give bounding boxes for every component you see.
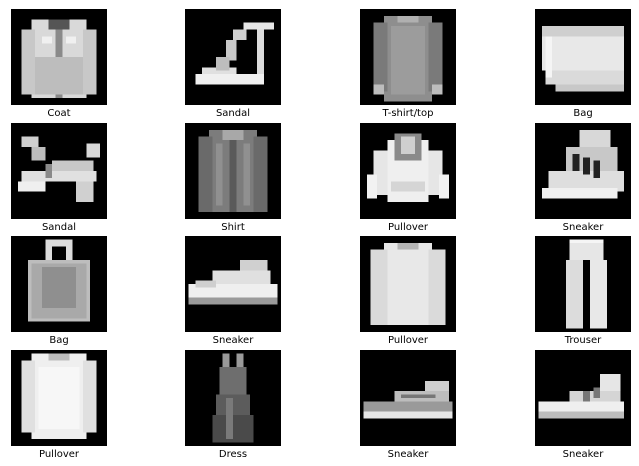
image-cell: Bag bbox=[535, 9, 631, 120]
image-label: Pullover bbox=[387, 335, 429, 346]
image-label: Shirt bbox=[221, 222, 245, 233]
sneaker-icon bbox=[535, 123, 631, 219]
image-cell: Pullover bbox=[360, 236, 456, 347]
sneaker-icon bbox=[360, 350, 456, 446]
coat-icon bbox=[11, 9, 107, 105]
image-label: Pullover bbox=[38, 449, 80, 460]
shirt-icon bbox=[185, 123, 281, 219]
image-label: Sandal bbox=[41, 222, 77, 233]
image-cell: Bag bbox=[11, 236, 107, 347]
image-cell: Shirt bbox=[185, 123, 281, 234]
tshirt-icon bbox=[360, 9, 456, 105]
image-label: Sandal bbox=[215, 108, 251, 119]
sneaker-icon bbox=[535, 350, 631, 446]
image-label: Pullover bbox=[387, 222, 429, 233]
image-cell: Trouser bbox=[535, 236, 631, 347]
image-label: Coat bbox=[47, 108, 71, 119]
image-cell: Sneaker bbox=[535, 123, 631, 234]
dress-icon bbox=[185, 350, 281, 446]
image-cell: Sneaker bbox=[185, 236, 281, 347]
image-cell: Sandal bbox=[185, 9, 281, 120]
image-label: T-shirt/top bbox=[382, 108, 434, 119]
image-cell: T-shirt/top bbox=[360, 9, 456, 120]
image-label: Sneaker bbox=[212, 335, 254, 346]
pullover-icon bbox=[11, 350, 107, 446]
image-label: Sneaker bbox=[562, 222, 604, 233]
bag-icon bbox=[535, 9, 631, 105]
image-label: Trouser bbox=[564, 335, 602, 346]
image-label: Sneaker bbox=[562, 449, 604, 460]
image-cell: Sneaker bbox=[535, 350, 631, 461]
image-cell: Pullover bbox=[11, 350, 107, 461]
sandal-icon bbox=[185, 9, 281, 105]
image-label: Bag bbox=[49, 335, 69, 346]
image-cell: Sandal bbox=[11, 123, 107, 234]
sandal-icon bbox=[11, 123, 107, 219]
trouser-icon bbox=[535, 236, 631, 332]
pullover-icon bbox=[360, 123, 456, 219]
image-label: Bag bbox=[573, 108, 593, 119]
image-cell: Sneaker bbox=[360, 350, 456, 461]
sneaker-icon bbox=[185, 236, 281, 332]
image-label: Sneaker bbox=[387, 449, 429, 460]
image-cell: Dress bbox=[185, 350, 281, 461]
image-cell: Coat bbox=[11, 9, 107, 120]
bag-icon bbox=[11, 236, 107, 332]
image-label: Dress bbox=[218, 449, 248, 460]
pullover-icon bbox=[360, 236, 456, 332]
image-cell: Pullover bbox=[360, 123, 456, 234]
